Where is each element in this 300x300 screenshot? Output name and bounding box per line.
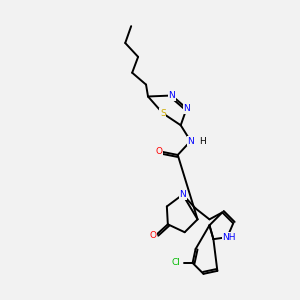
Text: O: O xyxy=(155,148,162,157)
Text: N: N xyxy=(168,91,175,100)
Text: N: N xyxy=(179,190,186,199)
Text: S: S xyxy=(160,109,166,118)
Text: NH: NH xyxy=(223,233,236,242)
Text: N: N xyxy=(187,136,194,146)
Text: N: N xyxy=(183,104,190,113)
Text: O: O xyxy=(149,231,157,240)
Text: H: H xyxy=(199,136,206,146)
Text: Cl: Cl xyxy=(171,258,180,267)
